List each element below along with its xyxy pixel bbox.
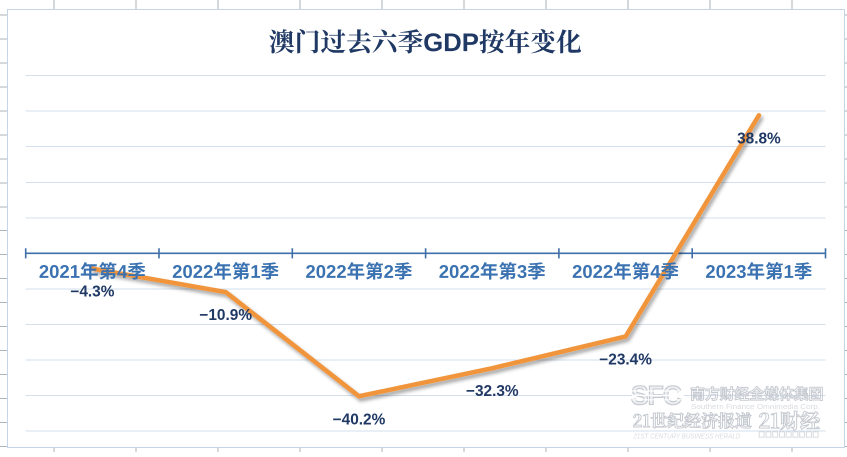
- svg-text:−23.4%: −23.4%: [599, 352, 652, 369]
- svg-text:−32.3%: −32.3%: [466, 383, 519, 400]
- svg-text:−10.9%: −10.9%: [199, 307, 252, 324]
- svg-text:−40.2%: −40.2%: [333, 411, 386, 428]
- svg-text:Southern Finance Omnimedia Cor: Southern Finance Omnimedia Corp.: [691, 402, 820, 411]
- svg-text:38.8%: 38.8%: [737, 130, 781, 147]
- svg-text:21ST CENTURY BUSINESS HERALD: 21ST CENTURY BUSINESS HERALD: [633, 432, 741, 441]
- svg-text:−4.3%: −4.3%: [70, 284, 114, 301]
